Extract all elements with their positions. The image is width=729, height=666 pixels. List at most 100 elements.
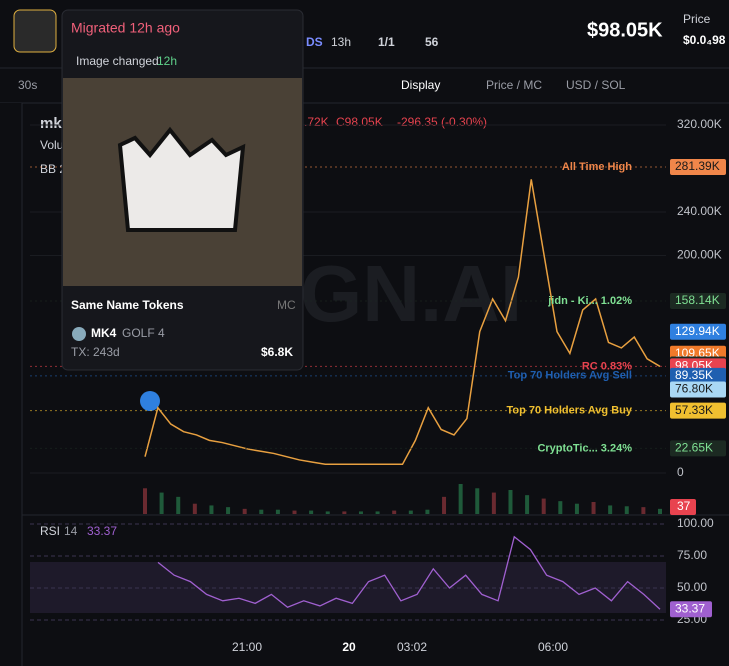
time-label: 06:00 <box>538 640 568 654</box>
volume-bar <box>658 508 662 514</box>
ratio: 1/1 <box>378 35 395 49</box>
volume-bar <box>475 488 480 514</box>
rsi-tick-label: 100.00 <box>677 516 714 530</box>
price: $0.0₄98 <box>683 33 726 47</box>
price-label: Price <box>683 12 711 26</box>
price-tick-label: 200.00K <box>677 248 722 262</box>
price-tag-label: 89.35K <box>675 368 713 382</box>
crown <box>117 126 246 232</box>
same-name: Same Name Tokens <box>71 298 184 312</box>
price-tag-label: 22.65K <box>675 441 713 455</box>
close: C98.05K <box>336 115 383 129</box>
volume-bar <box>176 496 181 514</box>
volume-bar <box>608 505 613 514</box>
volume-bar <box>624 506 629 514</box>
price-tick-label: 240.00K <box>677 204 722 218</box>
level-note: CryptoTic... 3.24% <box>537 442 632 454</box>
rsi-line <box>157 535 661 610</box>
age: 13h <box>331 35 351 49</box>
market-cap: $98.05K <box>587 19 663 41</box>
watermark: GN.AI <box>300 249 522 338</box>
price-tag <box>670 381 726 398</box>
price-tag-label: 57.33K <box>675 403 713 417</box>
volume-bar <box>442 496 447 514</box>
interval[interactable]: 30s <box>18 78 37 92</box>
volume-bar <box>375 511 380 514</box>
volume-bar <box>541 498 546 514</box>
migration-marker[interactable] <box>140 391 160 411</box>
time-label: 20 <box>342 640 356 654</box>
rsi-tick-label: 50.00 <box>677 580 707 594</box>
token-icon[interactable] <box>13 9 57 53</box>
volume-bar <box>574 503 579 514</box>
change: -296.35 (-0.30%) <box>397 115 487 129</box>
volume-tag <box>670 499 696 515</box>
image-changed: Image changed <box>76 54 159 68</box>
price-tag-label: 281.39K <box>675 159 720 173</box>
volume-bar <box>508 490 513 514</box>
price-tag-label: 109.65K <box>675 346 720 360</box>
rsi-value: 33.37 <box>87 524 117 538</box>
display[interactable]: Display <box>401 78 440 92</box>
price-tag <box>670 323 726 340</box>
volume-bar <box>408 510 413 514</box>
volume-bar <box>226 507 231 514</box>
volume-bar <box>143 488 147 514</box>
volume-bar <box>292 510 297 514</box>
price-mc[interactable]: Price / MC <box>486 78 542 92</box>
popup-title: Migrated 12h ago <box>71 20 180 36</box>
level-note: RC 0.83% <box>582 360 632 372</box>
time-label: 03:02 <box>397 640 427 654</box>
rsi-tag-label: 33.37 <box>675 601 705 615</box>
rsi-tag <box>670 601 712 618</box>
bb-legend: BB 2 <box>40 162 66 176</box>
token-mc: $6.8K <box>261 345 293 359</box>
level-note: jidn - Ki... 1.02% <box>547 295 632 307</box>
ds: DS <box>306 35 323 49</box>
volume-bar <box>275 509 280 514</box>
volume-bar <box>425 509 430 514</box>
token-symbol[interactable]: MK4 <box>91 326 117 340</box>
volume-bar <box>309 510 314 514</box>
symbol: mk <box>40 115 62 132</box>
price-tag-label: 158.14K <box>675 293 720 307</box>
volume-bar <box>342 511 347 514</box>
price-tag <box>670 293 726 310</box>
rsi-tick-label: 75.00 <box>677 548 707 562</box>
volume-bar <box>525 495 530 514</box>
volume-bar <box>358 511 363 514</box>
holders: 56 <box>425 35 439 49</box>
high: .72K <box>304 115 329 129</box>
price-tag-label: 129.94K <box>675 324 720 338</box>
volume-bar <box>242 508 247 514</box>
volume-bar <box>392 510 397 514</box>
level-note: Top 70 Holders Avg Sell <box>508 370 632 382</box>
popup: Migrated 12h ago Image changed 12h Same … <box>61 9 304 371</box>
volume-bar <box>558 501 563 514</box>
volume-bar <box>458 484 463 514</box>
price-tag <box>670 402 726 419</box>
volume-bar <box>641 507 646 514</box>
price-tag-label: 76.80K <box>675 382 713 396</box>
volume-bar <box>192 503 197 514</box>
price-tag <box>670 367 726 384</box>
mc-head: MC <box>277 298 296 312</box>
level-note: All Time High <box>562 161 632 173</box>
price-line <box>144 179 661 466</box>
volume-legend: Volu <box>40 138 63 152</box>
token-name: GOLF 4 <box>122 326 165 340</box>
volume-bar <box>591 502 596 514</box>
volume-bar <box>209 505 214 514</box>
left-toolbar <box>0 103 22 666</box>
token-avatar <box>72 327 86 341</box>
price-tag <box>670 440 726 457</box>
volume-tag-label: 37 <box>677 499 691 513</box>
volume-bar <box>491 492 496 514</box>
price-tick-label: 320.00K <box>677 117 722 131</box>
rsi-period: 14 <box>64 524 78 538</box>
level-note: Top 70 Holders Avg Buy <box>506 405 632 417</box>
currency[interactable]: USD / SOL <box>566 78 626 92</box>
time-label: 21:00 <box>232 640 262 654</box>
price-tag <box>670 158 726 175</box>
